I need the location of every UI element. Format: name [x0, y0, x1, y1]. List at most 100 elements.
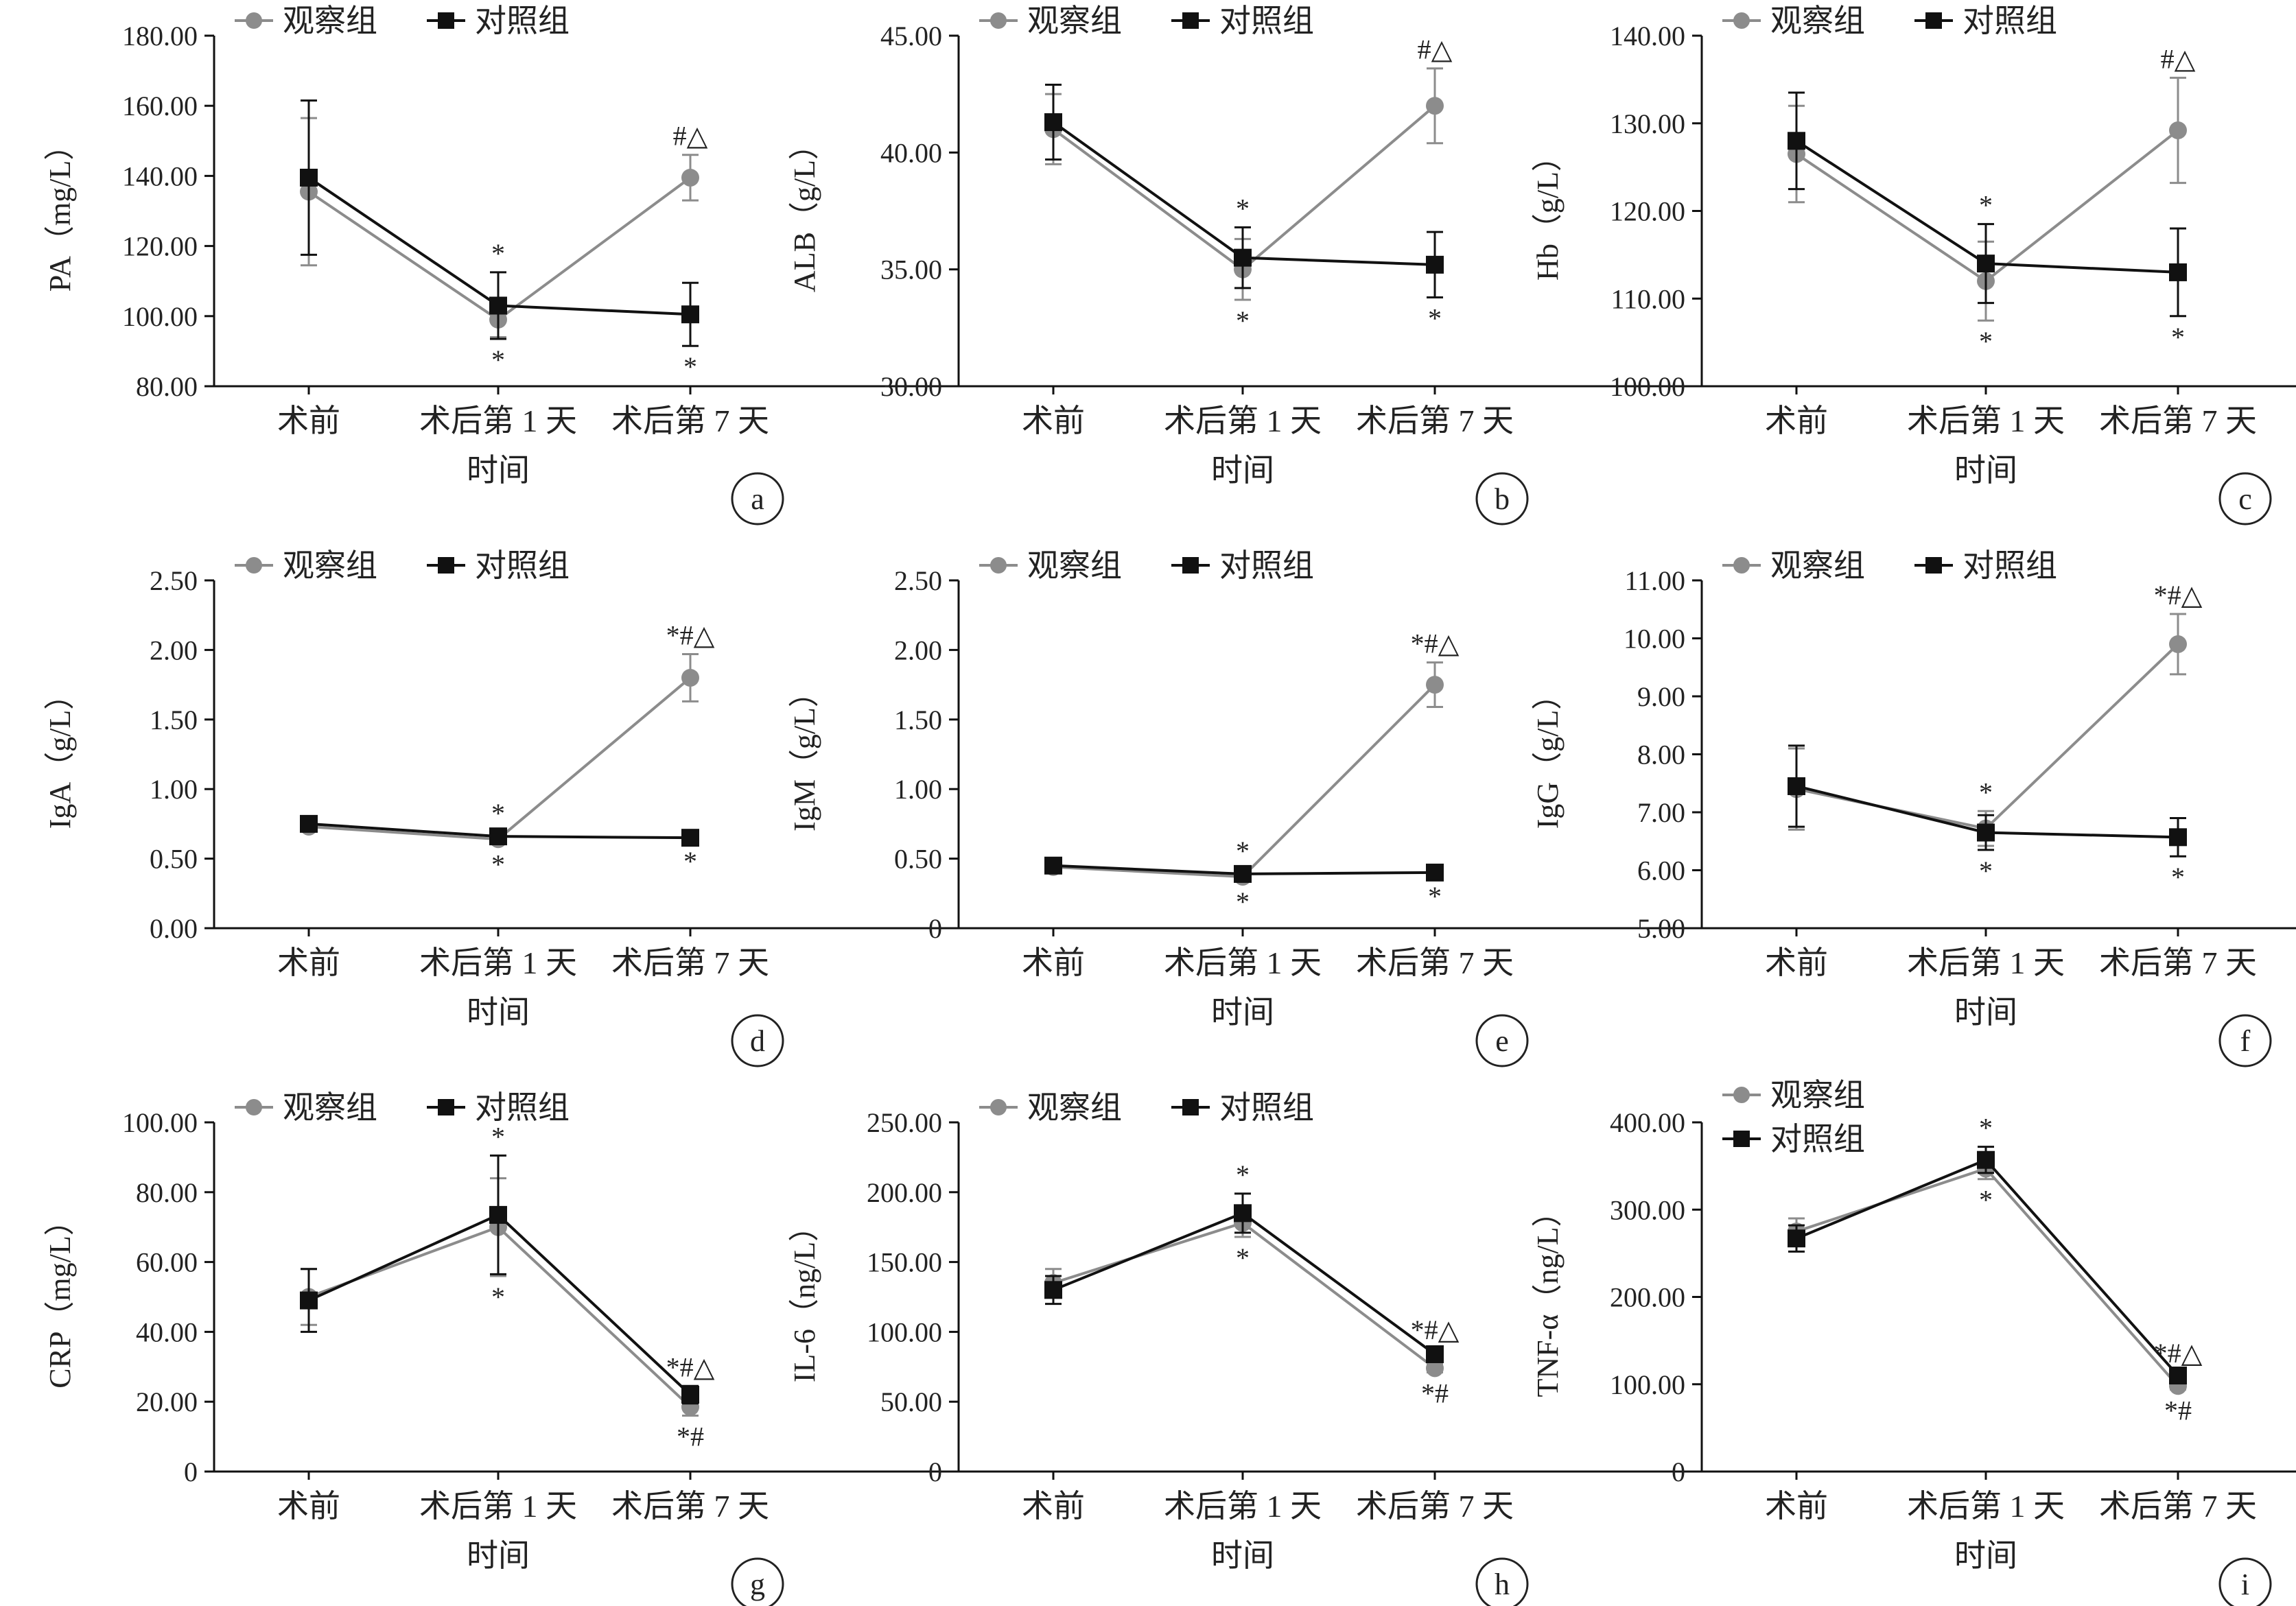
legend-marker-observation: [990, 557, 1007, 574]
panel-label: i: [2241, 1568, 2249, 1601]
y-tick-label: 0.00: [150, 913, 198, 944]
data-point-control: [1044, 856, 1062, 875]
y-tick-label: 130.00: [1610, 108, 1685, 139]
legend-label-control: 对照组: [1770, 1122, 1865, 1157]
y-axis-title: ALB（g/L）: [788, 130, 821, 292]
legend-marker-control: [438, 12, 454, 29]
x-axis-title: 时间: [1211, 1538, 1274, 1573]
x-tick-label: 术后第 7 天: [611, 945, 769, 980]
panel-label-circle: [1475, 1014, 1529, 1067]
panel-label-circle: [1475, 472, 1529, 526]
significance-mark: *#△: [666, 1351, 715, 1382]
panel-label-circle: [731, 1557, 784, 1606]
y-tick-label: 100.00: [867, 1316, 942, 1347]
x-tick-label: 术前: [1022, 945, 1085, 980]
x-axis-title: 时间: [1954, 995, 2017, 1030]
legend-label-control: 对照组: [1963, 548, 2057, 583]
chart-panel-a: 80.00 100.00 120.00 140.00 160.00 180.00 术前 术后第…: [43, 3, 1000, 526]
legend-label-control: 对照组: [1219, 1090, 1314, 1125]
significance-mark: *#: [2164, 1395, 2192, 1426]
significance-mark: *: [2171, 322, 2185, 353]
data-point-control: [1426, 863, 1444, 882]
panel-label-circle: [2218, 1014, 2272, 1067]
chart-panel-d: 0.00 0.50 1.00 1.50 2.00 2.50 术前 术后第 1 天术后第 7 天…: [43, 548, 1000, 1067]
x-tick-label: 术后第 1 天: [1907, 1489, 2065, 1524]
y-tick-label: 140.00: [1610, 21, 1685, 51]
legend-label-control: 对照组: [475, 1090, 570, 1125]
data-point-control: [300, 1291, 318, 1310]
legend-marker-control: [1182, 1099, 1199, 1115]
data-point-control: [1044, 113, 1062, 132]
x-tick-label: 术后第 1 天: [419, 403, 577, 438]
significance-mark: #△: [1418, 34, 1453, 65]
significance-mark: *: [1979, 190, 1993, 221]
y-tick-label: 250.00: [867, 1107, 942, 1138]
y-tick-label: 45.00: [880, 21, 942, 51]
chart-panel-i: 0 100.00 200.00 300.00 400.00 术前 术后第 1 天术后第 7 …: [1531, 1078, 2296, 1606]
panel-label-circle: [731, 472, 784, 526]
y-tick-label: 110.00: [1610, 283, 1685, 314]
x-tick-label: 术前: [1765, 945, 1828, 980]
data-point-observation: [1426, 1359, 1444, 1378]
y-tick-label: 40.00: [136, 1316, 198, 1347]
significance-mark: *#△: [1411, 628, 1460, 659]
x-tick-label: 术前: [1022, 1489, 1085, 1524]
significance-mark: *: [1979, 777, 1993, 807]
y-tick-label: 400.00: [1610, 1107, 1685, 1138]
chart-panel-b: 30.00 35.00 40.00 45.00 术前 术后第 1 天术后第 7 天时间 AL…: [788, 3, 1745, 526]
y-axis-title: PA（mg/L）: [43, 130, 77, 292]
significance-mark: *: [683, 846, 697, 877]
y-tick-label: 1.50: [150, 705, 198, 735]
y-tick-label: 0.50: [150, 844, 198, 875]
y-tick-label: 5.00: [1637, 913, 1685, 944]
x-tick-label: 术后第 1 天: [1164, 1489, 1322, 1524]
legend-label-control: 对照组: [475, 3, 570, 38]
data-point-observation: [2169, 635, 2187, 653]
y-tick-label: 6.00: [1637, 855, 1685, 886]
data-point-control: [2169, 828, 2187, 847]
data-point-control: [1426, 255, 1444, 274]
y-tick-label: 80.00: [136, 371, 198, 402]
y-tick-label: 0: [1672, 1456, 1685, 1487]
data-point-observation: [2169, 121, 2187, 139]
x-axis-title: 时间: [467, 995, 530, 1030]
y-tick-label: 1.00: [894, 774, 942, 805]
x-tick-label: 术后第 1 天: [1164, 945, 1322, 980]
data-point-control: [1234, 1204, 1252, 1223]
x-tick-label: 术后第 7 天: [2099, 1489, 2257, 1524]
significance-mark: *: [491, 849, 505, 879]
legend-label-control: 对照组: [1963, 3, 2057, 38]
x-tick-label: 术后第 1 天: [419, 945, 577, 980]
significance-mark: *: [1236, 886, 1250, 917]
y-tick-label: 0: [184, 1456, 198, 1487]
data-point-observation: [1426, 676, 1444, 694]
legend-marker-observation: [246, 557, 262, 574]
data-point-control: [1788, 132, 1805, 150]
significance-mark: *: [491, 1121, 505, 1152]
data-point-control: [300, 814, 318, 833]
y-tick-label: 40.00: [880, 137, 942, 168]
legend-marker-control: [1925, 557, 1942, 574]
data-point-control: [2169, 263, 2187, 281]
y-tick-label: 2.00: [150, 635, 198, 665]
x-tick-label: 术前: [277, 403, 340, 438]
legend-marker-control: [438, 557, 454, 574]
y-axis-title: IgM（g/L）: [788, 677, 821, 831]
significance-mark: *: [1236, 1242, 1250, 1273]
y-tick-label: 120.00: [1610, 196, 1685, 227]
legend-label-observation: 观察组: [1770, 3, 1865, 38]
panel-label-circle: [1475, 1557, 1529, 1606]
data-point-control: [681, 305, 699, 324]
data-point-control: [1234, 248, 1252, 267]
legend-label-observation: 观察组: [1027, 1090, 1122, 1125]
y-tick-label: 2.50: [894, 565, 942, 596]
significance-mark: #△: [2161, 43, 2196, 74]
panel-label: c: [2238, 482, 2252, 516]
significance-mark: *: [1236, 305, 1250, 336]
significance-mark: *: [1979, 1185, 1993, 1216]
significance-mark: *: [683, 351, 697, 382]
y-tick-label: 20.00: [136, 1386, 198, 1417]
x-tick-label: 术后第 7 天: [1356, 403, 1514, 438]
y-tick-label: 100.00: [1610, 1369, 1685, 1400]
y-tick-label: 30.00: [880, 371, 942, 402]
